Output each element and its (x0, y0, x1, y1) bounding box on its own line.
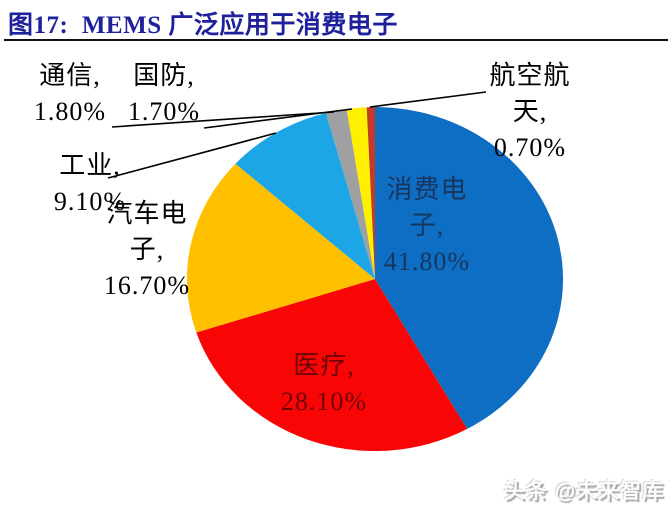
leader-line-defense (203, 108, 353, 129)
slice-label-communications: 通信, 1.80% (33, 61, 107, 126)
slice-label-defense: 国防, 1.70% (127, 61, 201, 126)
slice-label-consumer-electronics: 消费电 子, 41.80% (383, 175, 471, 276)
pie-slice-automotive (186, 163, 375, 333)
pie-slice-medical (196, 279, 468, 452)
pie-slice-defense (346, 107, 375, 279)
leader-line-aerospace (369, 91, 487, 108)
slice-label-industrial: 工业, 9.10% (53, 151, 127, 216)
figure-title: 图17: MEMS 广泛应用于消费电子 (8, 12, 398, 39)
pie-slice-industrial (235, 113, 375, 279)
pie-slice-aerospace (366, 107, 375, 279)
leader-line-communications (111, 111, 335, 128)
slice-label-automotive: 汽车电 子, 16.70% (103, 199, 191, 300)
leader-line-industrial (107, 132, 277, 179)
slice-label-medical: 医疗, 28.10% (280, 351, 368, 416)
pie-slice-consumer-electronics (375, 107, 564, 429)
watermark: 头条 @未来智库 (503, 480, 664, 503)
title-underline (4, 39, 668, 41)
pie-slice-communications (325, 109, 375, 279)
slice-label-aerospace: 航空航 天, 0.70% (489, 61, 571, 162)
